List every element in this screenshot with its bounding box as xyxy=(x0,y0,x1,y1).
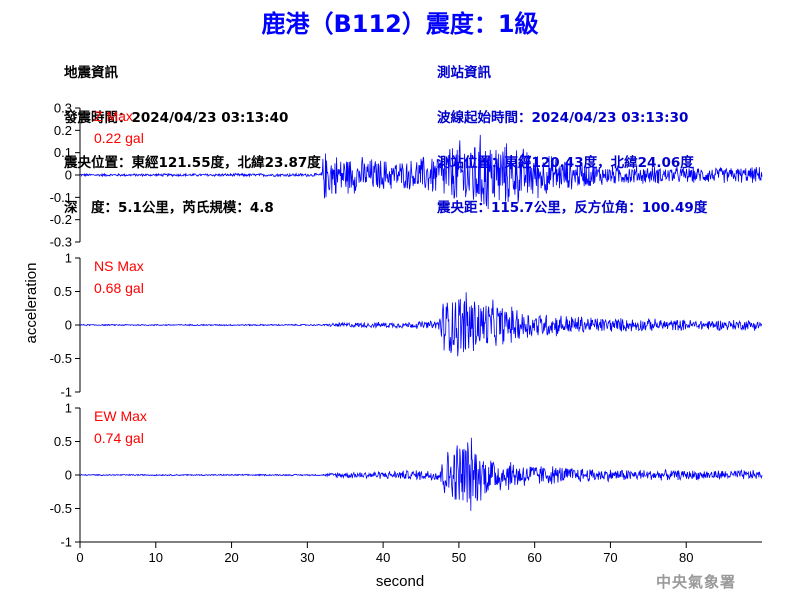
y-tick-label-z: -0.2 xyxy=(50,212,72,227)
y-tick-label-z: 0 xyxy=(65,168,72,183)
x-tick-label: 0 xyxy=(76,550,83,565)
waveform-ew xyxy=(79,437,763,511)
panel-max-value-ns: 0.68 gal xyxy=(94,280,144,296)
x-axis-label: second xyxy=(376,573,424,590)
x-tick-label: 20 xyxy=(224,550,238,565)
panel-label-ew: EW Max xyxy=(94,408,147,424)
quake-depth-magnitude: 深 度：5.1公里，芮氏規模：4.8 xyxy=(64,200,274,216)
x-tick-label: 50 xyxy=(452,550,466,565)
station-info-heading: 測站資訊 xyxy=(437,65,491,81)
waveform-z xyxy=(79,134,763,210)
y-tick-label-z: 0.1 xyxy=(54,145,72,160)
page-title: 鹿港（B112）震度：1級 xyxy=(261,10,539,38)
y-axis-label: acceleration xyxy=(23,263,40,344)
y-tick-label-ns: -0.5 xyxy=(50,351,72,366)
y-tick-label-ew: 0.5 xyxy=(54,434,72,449)
x-tick-label: 60 xyxy=(527,550,541,565)
panel-max-value-z: 0.22 gal xyxy=(94,130,144,146)
y-tick-label-z: -0.1 xyxy=(50,190,72,205)
quake-info-heading: 地震資訊 xyxy=(64,65,118,81)
panel-label-z: Z Max xyxy=(94,108,133,124)
station-info-block: 測站資訊 波線起始時間：2024/04/23 03:13:30 測站位置：東經1… xyxy=(437,36,707,231)
x-tick-label: 10 xyxy=(149,550,163,565)
y-tick-label-ew: -1 xyxy=(60,535,72,550)
y-tick-label-z: -0.3 xyxy=(50,235,72,250)
quake-time: 發震時間：2024/04/23 03:13:40 xyxy=(64,110,289,126)
y-tick-label-ns: -1 xyxy=(60,385,72,400)
panel-label-ns: NS Max xyxy=(94,258,144,274)
y-tick-label-z: 0.2 xyxy=(54,123,72,138)
panel-max-value-ew: 0.74 gal xyxy=(94,430,144,446)
y-tick-label-ns: 0.5 xyxy=(54,284,72,299)
y-tick-label-ns: 0 xyxy=(65,318,72,333)
x-tick-label: 30 xyxy=(300,550,314,565)
y-tick-label-ew: 1 xyxy=(65,401,72,416)
y-tick-label-z: 0.3 xyxy=(54,101,72,116)
x-tick-label: 80 xyxy=(679,550,693,565)
x-tick-label: 40 xyxy=(376,550,390,565)
quake-info-block: 地震資訊 發震時間：2024/04/23 03:13:40 震央位置：東經121… xyxy=(64,36,321,231)
quake-epicenter: 震央位置：東經121.55度，北緯23.87度 xyxy=(64,155,321,171)
x-tick-label: 70 xyxy=(603,550,617,565)
y-tick-label-ns: 1 xyxy=(65,251,72,266)
y-tick-label-ew: -0.5 xyxy=(50,501,72,516)
agency-watermark: 中央氣象署 xyxy=(656,573,737,591)
station-wave-start: 波線起始時間：2024/04/23 03:13:30 xyxy=(437,110,689,126)
waveform-ns xyxy=(79,292,763,357)
station-distance: 震央距：115.7公里，反方位角：100.49度 xyxy=(437,200,708,216)
y-tick-label-ew: 0 xyxy=(65,468,72,483)
